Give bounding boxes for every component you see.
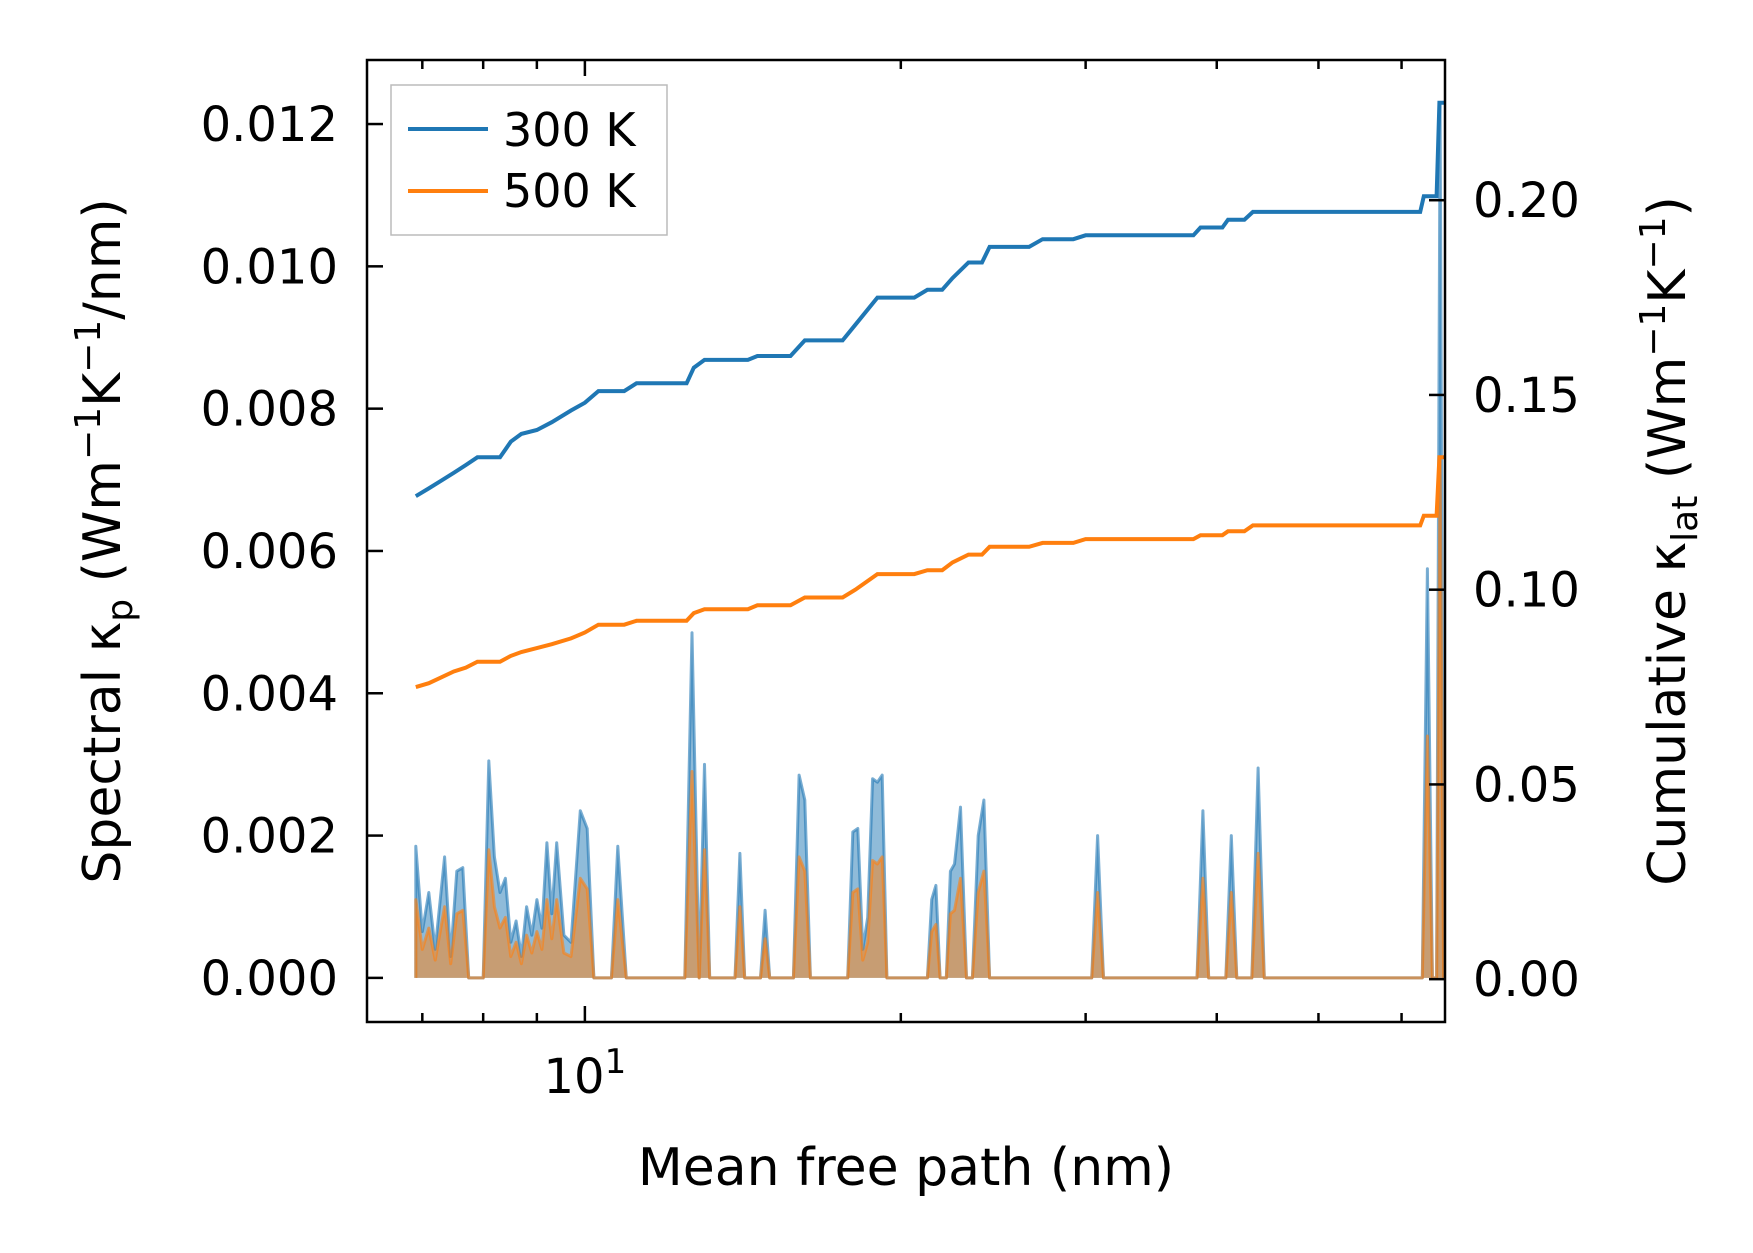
left-y-tick-label: 0.006 bbox=[201, 524, 338, 580]
spectral-fills bbox=[414, 101, 1446, 980]
plot-frame bbox=[365, 58, 1447, 1024]
cumulative-lines bbox=[414, 100, 1445, 690]
left-y-tick-label: 0.010 bbox=[201, 239, 338, 295]
spectral-line-500k bbox=[414, 457, 1446, 980]
legend-label-300k: 300 K bbox=[503, 103, 637, 157]
left-y-tick-label: 0.008 bbox=[201, 382, 338, 438]
right-y-tick-label: 0.05 bbox=[1473, 757, 1580, 813]
x-axis-label: Mean free path (nm) bbox=[638, 1138, 1174, 1198]
right-y-tick-label: 0.00 bbox=[1473, 952, 1580, 1008]
left-y-tick-labels: 0.000 0.002 0.004 0.006 0.008 0.010 0.012 bbox=[201, 97, 338, 1007]
left-y-tick-label: 0.012 bbox=[201, 97, 338, 153]
legend-box bbox=[390, 84, 668, 236]
right-y-tick-labels: 0.00 0.05 0.10 0.15 0.20 bbox=[1473, 173, 1580, 1008]
x-tick-label: 101 bbox=[544, 1042, 627, 1105]
left-y-axis-label: Spectral κp (Wm−1K−1/nm) bbox=[68, 198, 141, 883]
axis-ticks bbox=[367, 60, 1445, 1022]
left-y-tick-label: 0.002 bbox=[201, 809, 338, 865]
right-y-axis-label: Cumulative κlat (Wm−1K−1) bbox=[1633, 196, 1706, 886]
right-y-tick-label: 0.20 bbox=[1473, 173, 1580, 229]
cumulative-line-500k bbox=[415, 455, 1445, 690]
legend-label-500k: 500 K bbox=[503, 164, 637, 218]
right-y-tick-label: 0.10 bbox=[1473, 563, 1580, 619]
legend: 300 K 500 K bbox=[390, 84, 668, 236]
left-y-tick-label: 0.004 bbox=[201, 666, 338, 722]
x-tick-labels: 101 bbox=[544, 1042, 627, 1105]
cumulative-line-300k bbox=[414, 100, 1445, 498]
left-y-tick-label: 0.000 bbox=[201, 951, 338, 1007]
spectral-fill-500k bbox=[415, 458, 1444, 978]
right-y-tick-label: 0.15 bbox=[1473, 368, 1580, 424]
